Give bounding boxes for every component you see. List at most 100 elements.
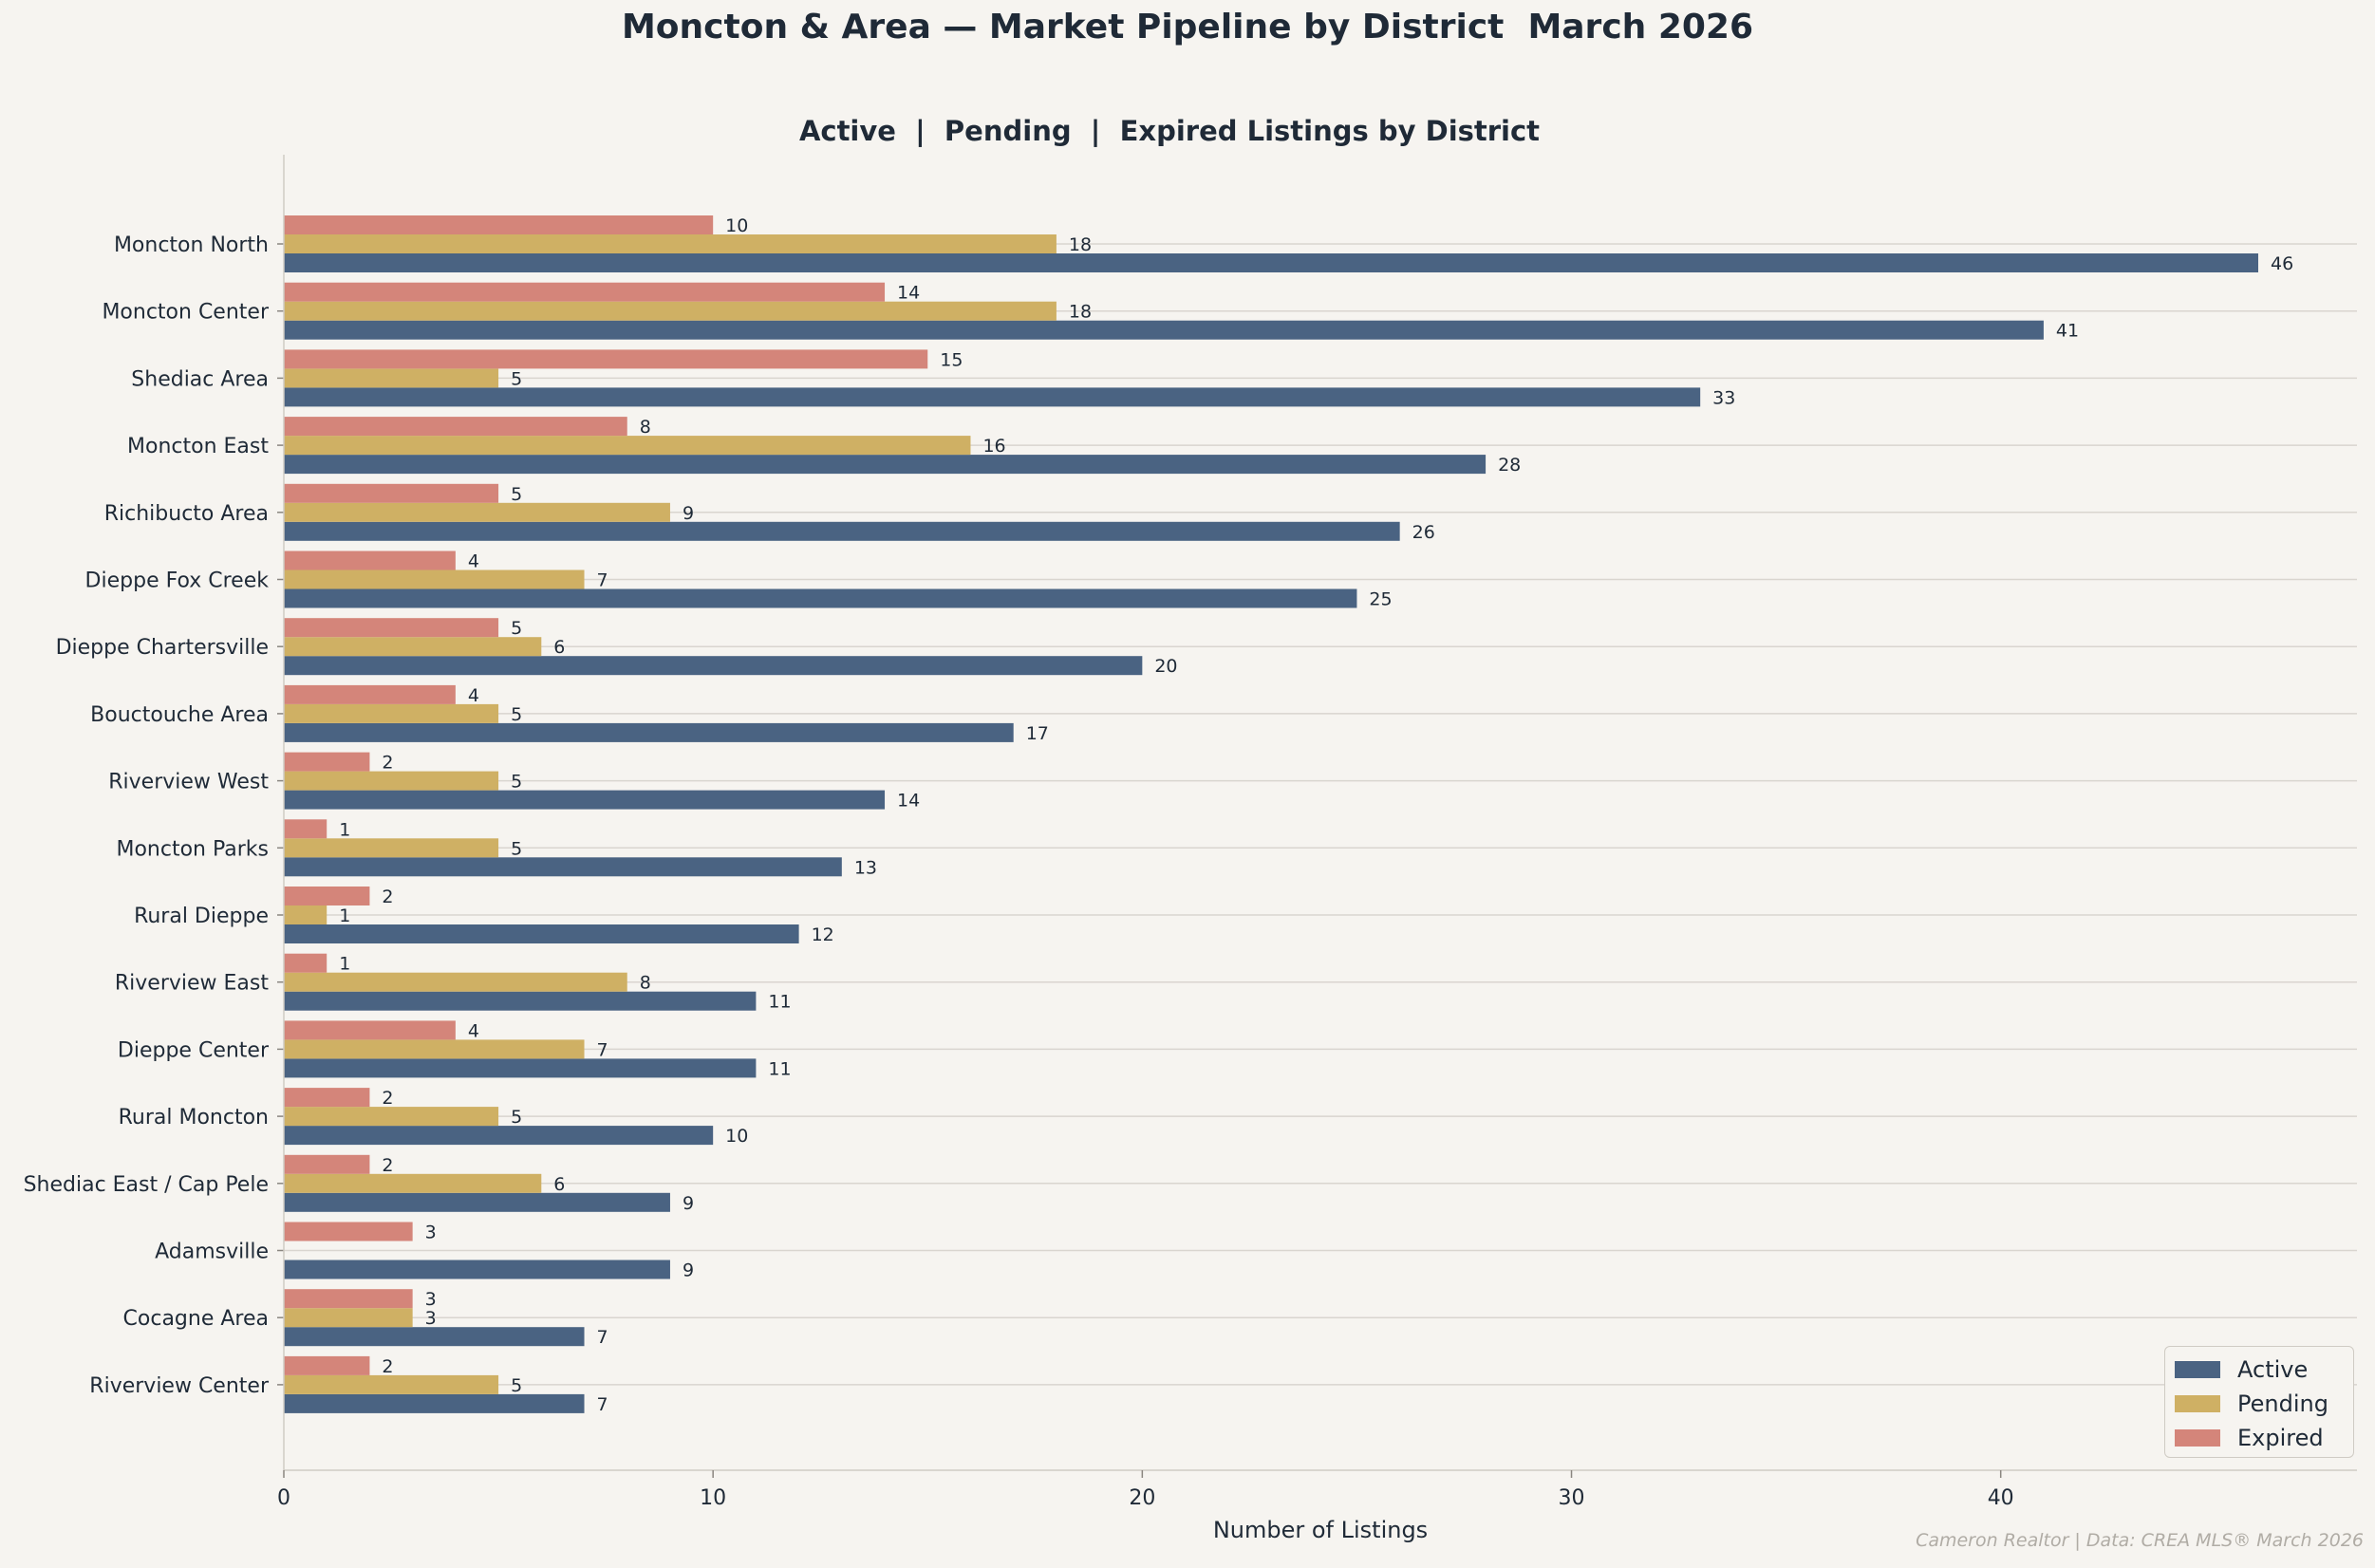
bar-active: [284, 320, 2044, 340]
bar-active: [284, 656, 1143, 676]
data-label-expired: 1: [339, 819, 350, 840]
bar-active: [284, 1393, 585, 1413]
bar-expired: [284, 483, 499, 503]
data-label-active: 13: [854, 857, 877, 878]
bar-expired: [284, 684, 456, 704]
category-label: Moncton North: [114, 233, 269, 257]
category-label: Dieppe Chartersville: [56, 636, 269, 660]
bar-pending: [284, 1308, 413, 1328]
data-label-expired: 2: [382, 1088, 393, 1109]
bar-pending: [284, 1173, 542, 1193]
bar-pending: [284, 301, 1057, 321]
bar-pending: [284, 637, 542, 657]
legend-item-active: Active: [2175, 1353, 2308, 1387]
category-label: Adamsville: [155, 1241, 269, 1264]
bar-expired: [284, 1154, 370, 1174]
data-label-expired: 4: [468, 685, 479, 706]
data-label-active: 17: [1026, 723, 1049, 744]
x-tick-label: 10: [700, 1486, 726, 1510]
x-tick-label: 20: [1129, 1486, 1155, 1510]
legend-item-expired: Expired: [2175, 1421, 2324, 1455]
data-label-pending: 5: [511, 704, 522, 725]
bar-active: [284, 1126, 714, 1146]
bar-expired: [284, 953, 327, 973]
data-label-expired: 8: [640, 417, 651, 438]
bar-active: [284, 790, 886, 810]
data-label-pending: 5: [511, 368, 522, 389]
x-axis-label: Number of Listings: [1213, 1517, 1428, 1543]
bars: [284, 215, 2258, 1413]
data-label-pending: 18: [1069, 234, 1092, 255]
data-label-pending: 6: [553, 1174, 565, 1195]
bar-expired: [284, 819, 327, 839]
data-label-active: 46: [2271, 253, 2293, 274]
legend-label-pending: Pending: [2237, 1391, 2328, 1417]
legend-swatch-active: [2175, 1361, 2220, 1378]
x-tick-label: 40: [1988, 1486, 2014, 1510]
bar-active: [284, 1327, 585, 1347]
data-label-expired: 4: [468, 1020, 479, 1041]
category-label: Moncton Center: [102, 301, 270, 325]
bar-pending: [284, 436, 971, 456]
legend-label-active: Active: [2237, 1356, 2309, 1383]
data-label-expired: 5: [511, 484, 522, 505]
data-label-active: 7: [597, 1327, 608, 1348]
category-label: Riverview East: [115, 972, 269, 996]
bar-expired: [284, 282, 886, 302]
bar-pending: [284, 1107, 499, 1127]
data-label-pending: 1: [339, 905, 350, 926]
data-label-expired: 5: [511, 618, 522, 639]
bar-active: [284, 588, 1357, 608]
bar-expired: [284, 752, 370, 772]
data-label-pending: 5: [511, 772, 522, 793]
data-label-active: 9: [683, 1260, 694, 1281]
data-label-expired: 3: [425, 1289, 437, 1310]
legend-swatch-expired: [2175, 1429, 2220, 1447]
x-tick-label: 0: [277, 1486, 290, 1510]
data-label-active: 9: [683, 1193, 694, 1214]
bar-pending: [284, 368, 499, 388]
bar-expired: [284, 618, 499, 638]
data-label-expired: 2: [382, 753, 393, 774]
bar-active: [284, 924, 799, 943]
bar-expired: [284, 551, 456, 570]
bar-pending: [284, 838, 499, 858]
axes: Moncton North Moncton Center Shediac Area M…: [24, 155, 2357, 1510]
data-label-expired: 3: [425, 1223, 437, 1243]
category-label: Riverview Center: [89, 1374, 270, 1398]
source-credit: Cameron Realtor | Data: CREA MLS® March …: [1916, 1530, 2364, 1551]
bar-expired: [284, 1355, 370, 1375]
data-label-active: 25: [1369, 589, 1392, 610]
data-label-pending: 8: [640, 973, 651, 994]
data-label-expired: 2: [382, 1155, 393, 1176]
bar-active: [284, 857, 842, 877]
data-label-active: 10: [725, 1126, 748, 1147]
legend: Active Pending Expired: [2164, 1346, 2354, 1458]
legend-swatch-pending: [2175, 1395, 2220, 1412]
bar-expired: [284, 417, 627, 437]
bar-pending: [284, 771, 499, 791]
bar-pending: [284, 569, 585, 589]
data-label-expired: 2: [382, 887, 393, 907]
bar-active: [284, 1192, 670, 1212]
category-label: Bouctouche Area: [90, 703, 269, 727]
bar-active: [284, 1058, 757, 1078]
data-label-active: 33: [1712, 387, 1735, 408]
bar-pending: [284, 972, 627, 992]
category-label: Rural Moncton: [119, 1106, 269, 1129]
bar-active: [284, 1260, 670, 1279]
bar-expired: [284, 1088, 370, 1108]
bar-expired: [284, 1020, 456, 1040]
bar-pending: [284, 234, 1057, 253]
category-label: Dieppe Center: [118, 1038, 270, 1062]
bar-pending: [284, 905, 327, 924]
data-labels: 4618104118143351528168269525742065175414…: [339, 215, 2293, 1415]
data-label-expired: 10: [725, 215, 748, 236]
data-label-active: 41: [2056, 321, 2079, 342]
bar-active: [284, 455, 1487, 475]
legend-item-pending: Pending: [2175, 1387, 2328, 1421]
category-label: Rural Dieppe: [134, 905, 269, 928]
data-label-expired: 14: [897, 283, 920, 304]
gridlines: [284, 243, 2357, 1386]
